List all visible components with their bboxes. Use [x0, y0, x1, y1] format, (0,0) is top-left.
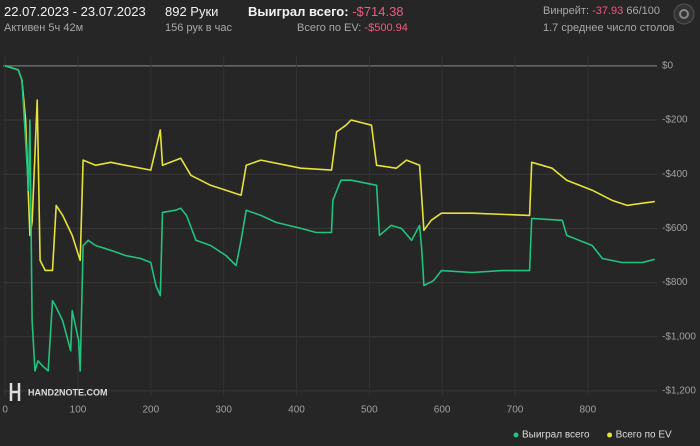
logo-icon — [9, 383, 21, 401]
x-tick-label: 100 — [70, 405, 87, 416]
winrate-value: -37.93 — [592, 5, 624, 17]
hands-per-hour: 156 рук в час — [165, 22, 233, 34]
x-tick-label: 800 — [579, 405, 596, 416]
settings-icon[interactable] — [679, 9, 689, 19]
won-value: -$714.38 — [352, 4, 404, 19]
y-tick-label: -$200 — [662, 115, 688, 126]
y-tick-label: -$600 — [662, 223, 688, 234]
y-tick-label: -$1,200 — [662, 386, 696, 397]
y-tick-label: $0 — [662, 60, 674, 71]
ev-total: Всего по EV: -$500.94 — [297, 22, 408, 34]
legend-label: Всего по EV — [616, 430, 672, 441]
settings-bg[interactable] — [673, 3, 695, 25]
ev-value: -$500.94 — [364, 22, 408, 34]
date-range: 22.07.2023 - 23.07.2023 — [4, 4, 146, 19]
y-tick-label: -$400 — [662, 169, 688, 180]
won-label: Выиграл всего: — [248, 4, 349, 19]
hands-count: 892 Руки — [165, 4, 219, 19]
grid — [3, 55, 657, 395]
x-tick-label: 500 — [361, 405, 378, 416]
series-line — [4, 65, 655, 272]
y-tick-label: -$800 — [662, 277, 688, 288]
x-tick-label: 400 — [288, 405, 305, 416]
winrate-label: Винрейт: — [543, 5, 590, 17]
legend-label: Выиграл всего — [522, 430, 590, 441]
logo-text: HAND2NOTE.COM — [28, 387, 108, 397]
series-line — [4, 65, 655, 372]
x-tick-label: 600 — [434, 405, 451, 416]
x-tick-label: 700 — [507, 405, 524, 416]
winrate: Винрейт: -37.93 66/100 — [543, 5, 660, 17]
legend-marker — [607, 432, 613, 438]
legend-marker — [513, 432, 519, 438]
avg-tables: 1.7 среднее число столов — [543, 22, 675, 34]
won-total: Выиграл всего: -$714.38 — [248, 4, 404, 19]
x-tick-label: 200 — [142, 405, 159, 416]
logo: HAND2NOTE.COM — [9, 383, 108, 401]
ev-label: Всего по EV: — [297, 22, 362, 34]
winrate-hands: 66/100 — [626, 5, 661, 17]
x-tick-label: 300 — [215, 405, 232, 416]
x-tick-label: 0 — [2, 405, 8, 416]
settings-button[interactable] — [673, 3, 695, 25]
active-time: Активен 5ч 42м — [4, 22, 84, 34]
y-tick-label: -$1,000 — [662, 331, 696, 342]
